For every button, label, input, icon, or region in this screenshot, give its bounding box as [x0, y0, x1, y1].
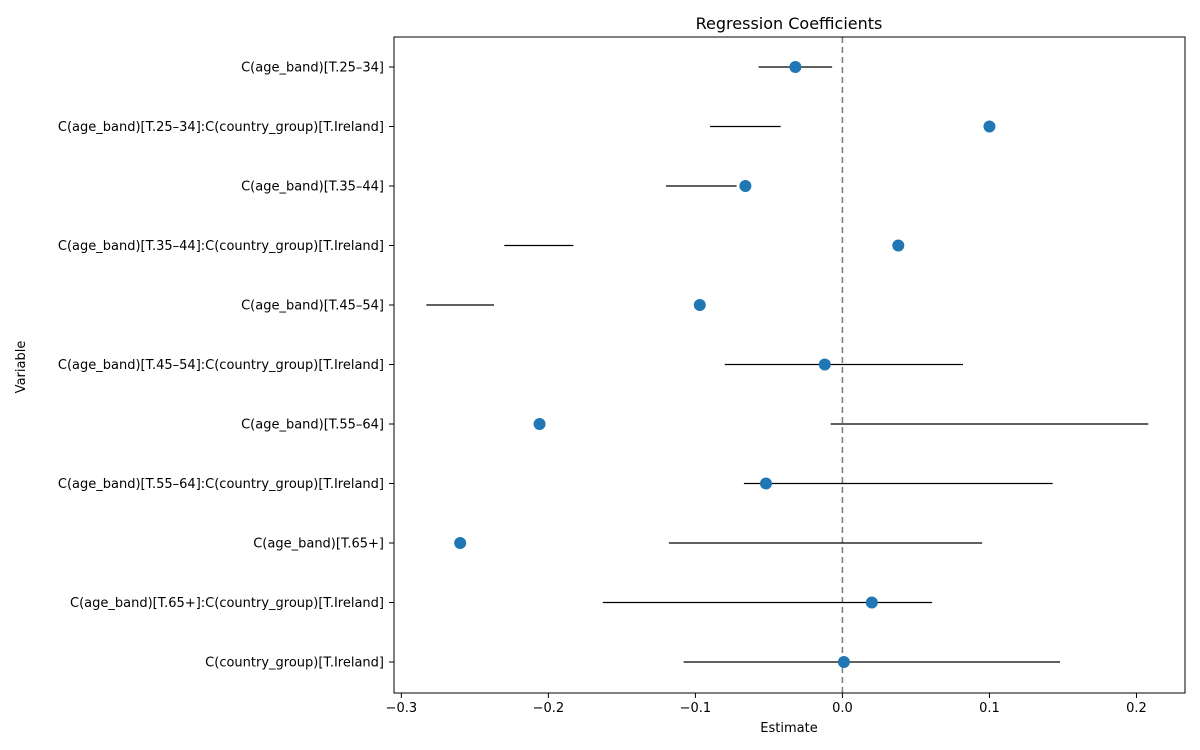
estimate-point: [759, 477, 772, 490]
estimate-point: [693, 299, 706, 311]
x-axis-label: Estimate: [760, 721, 817, 736]
estimate-point: [865, 596, 878, 609]
x-tick-label: 0.1: [979, 701, 1000, 716]
y-tick-label: C(age_band)[T.25–34]: [241, 61, 384, 76]
chart-title: Regression Coefficients: [696, 14, 883, 33]
y-tick-label: C(age_band)[T.55–64]:C(country_group)[T.…: [58, 477, 384, 492]
x-tick-label: −0.1: [680, 701, 712, 716]
y-tick-label: C(age_band)[T.55–64]: [241, 418, 384, 433]
x-tick-label: −0.3: [386, 701, 418, 716]
estimate-point: [892, 239, 905, 252]
y-tick-label: C(country_group)[T.Ireland]: [205, 656, 384, 671]
estimate-point: [837, 656, 850, 668]
y-tick-label: C(age_band)[T.65+]:C(country_group)[T.Ir…: [70, 596, 384, 611]
y-tick-label: C(age_band)[T.35–44]:C(country_group)[T.…: [58, 239, 384, 254]
estimate-point: [983, 120, 996, 133]
estimate-point: [818, 358, 831, 371]
plot-area: −0.3 −0.2 −0.1 0.0 0.1 0.2 C(age_band)[T.25–34…: [58, 37, 1149, 716]
estimate-point: [789, 61, 802, 73]
y-tick-label: C(age_band)[T.25–34]:C(country_group)[T.…: [58, 120, 384, 135]
axes-frame: [393, 36, 1186, 694]
x-tick-label: 0.2: [1126, 701, 1147, 716]
y-axis-label: Variable: [14, 341, 29, 394]
x-tick-label: −0.2: [533, 701, 565, 716]
y-tick-label: C(age_band)[T.65+]: [253, 537, 384, 552]
y-tick-label: C(age_band)[T.45–54]: [241, 299, 384, 314]
estimate-point: [533, 418, 546, 430]
estimate-point: [454, 537, 467, 549]
x-tick-label: 0.0: [832, 701, 853, 716]
estimate-point: [739, 180, 752, 192]
y-tick-label: C(age_band)[T.45–54]:C(country_group)[T.…: [58, 358, 384, 373]
y-tick-label: C(age_band)[T.35–44]: [241, 180, 384, 195]
